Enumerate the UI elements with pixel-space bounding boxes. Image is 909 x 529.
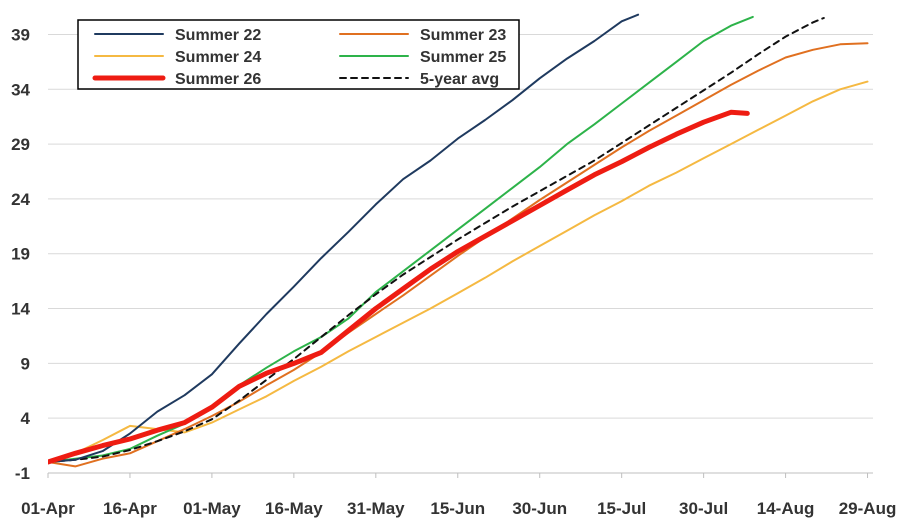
y-tick-label: 19	[11, 245, 30, 264]
series-line-summer-23	[48, 42, 869, 468]
series-layer	[48, 13, 869, 468]
series-line-summer-24	[48, 80, 869, 463]
legend-label: Summer 25	[420, 49, 506, 66]
x-tick-label: 16-Apr	[103, 499, 157, 518]
x-tick-label: 30-Jul	[679, 499, 728, 518]
legend-label: Summer 23	[420, 27, 506, 44]
y-tick-label: 24	[11, 190, 30, 209]
series-line-summer-25	[48, 15, 754, 463]
series-line-summer-26	[48, 109, 750, 465]
x-tick-label: 15-Jun	[430, 499, 485, 518]
legend-label: Summer 22	[175, 27, 261, 44]
legend-label: Summer 26	[175, 71, 261, 88]
y-tick-label: 14	[11, 300, 30, 319]
y-tick-label: 4	[21, 409, 31, 428]
y-tick-label: 9	[21, 354, 30, 373]
x-tick-label: 30-Jun	[512, 499, 567, 518]
x-tick-label: 01-Apr	[21, 499, 75, 518]
legend-label: 5-year avg	[420, 71, 499, 88]
legend-label: Summer 24	[175, 49, 261, 66]
y-tick-label: 34	[11, 80, 30, 99]
legend: Summer 22 Summer 23 Summer 24 Summer 25 Summ…	[77, 19, 520, 90]
y-tick-label: 39	[11, 25, 30, 44]
x-tick-label: 29-Aug	[839, 499, 897, 518]
x-tick-label: 14-Aug	[757, 499, 815, 518]
series-line-5-year-avg	[48, 17, 825, 463]
x-tick-label: 15-Jul	[597, 499, 646, 518]
axes-layer: -1 4 9 14 19 24 29 34 39 01-Apr 16-Apr 01-May 16-May…	[11, 25, 896, 518]
x-tick-label: 31-May	[347, 499, 405, 518]
y-tick-label: -1	[15, 464, 30, 483]
x-tick-label: 01-May	[183, 499, 241, 518]
x-tick-label: 16-May	[265, 499, 323, 518]
y-tick-label: 29	[11, 135, 30, 154]
series-line-summer-22	[48, 13, 640, 463]
